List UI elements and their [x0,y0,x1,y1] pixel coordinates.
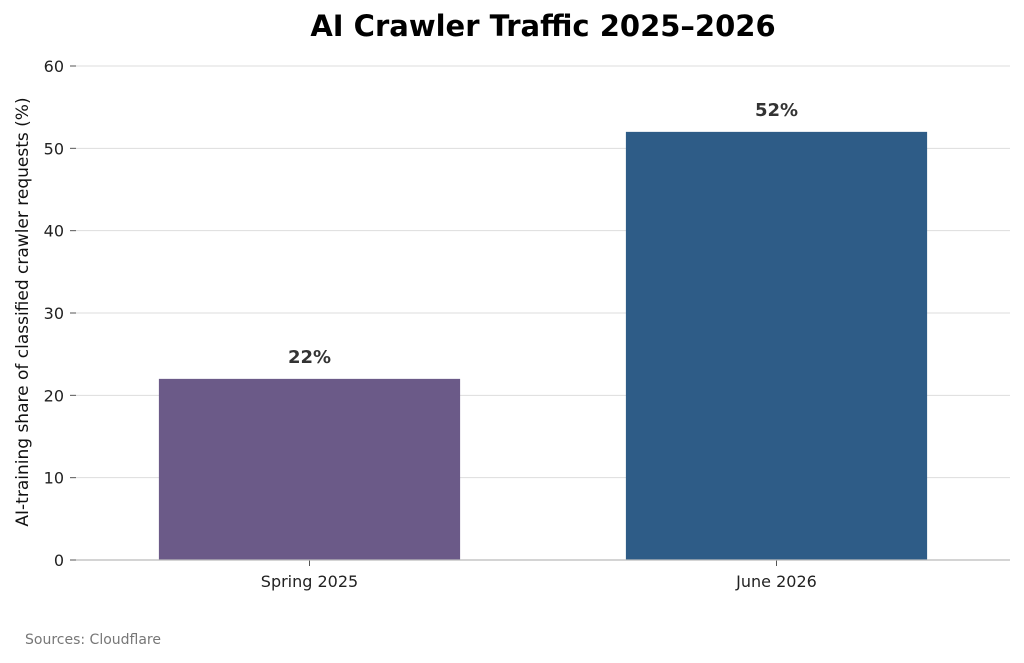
bar [625,131,928,560]
source-note: Sources: Cloudflare [25,632,161,648]
y-tick-label: 0 [54,551,64,570]
y-tick-label: 10 [44,469,64,488]
x-axis-ticks: Spring 2025 June 2026 [261,560,817,591]
bar [158,378,461,560]
bar-value-label: 52% [755,100,798,121]
bars: 22% 52% [158,100,928,560]
x-tick-label: Spring 2025 [261,572,358,591]
y-tick-label: 40 [44,222,64,241]
y-tick-label: 30 [44,304,64,323]
bar-value-label: 22% [288,347,331,368]
x-tick-label: June 2026 [735,572,817,591]
y-axis-label: AI-training share of classified crawler … [13,97,33,526]
y-tick-label: 60 [44,57,64,76]
y-tick-label: 20 [44,386,64,405]
y-tick-label: 50 [44,139,64,158]
chart-title: AI Crawler Traffic 2025–2026 [310,9,775,43]
y-axis-ticks: 0 10 20 30 40 50 60 [44,57,76,570]
